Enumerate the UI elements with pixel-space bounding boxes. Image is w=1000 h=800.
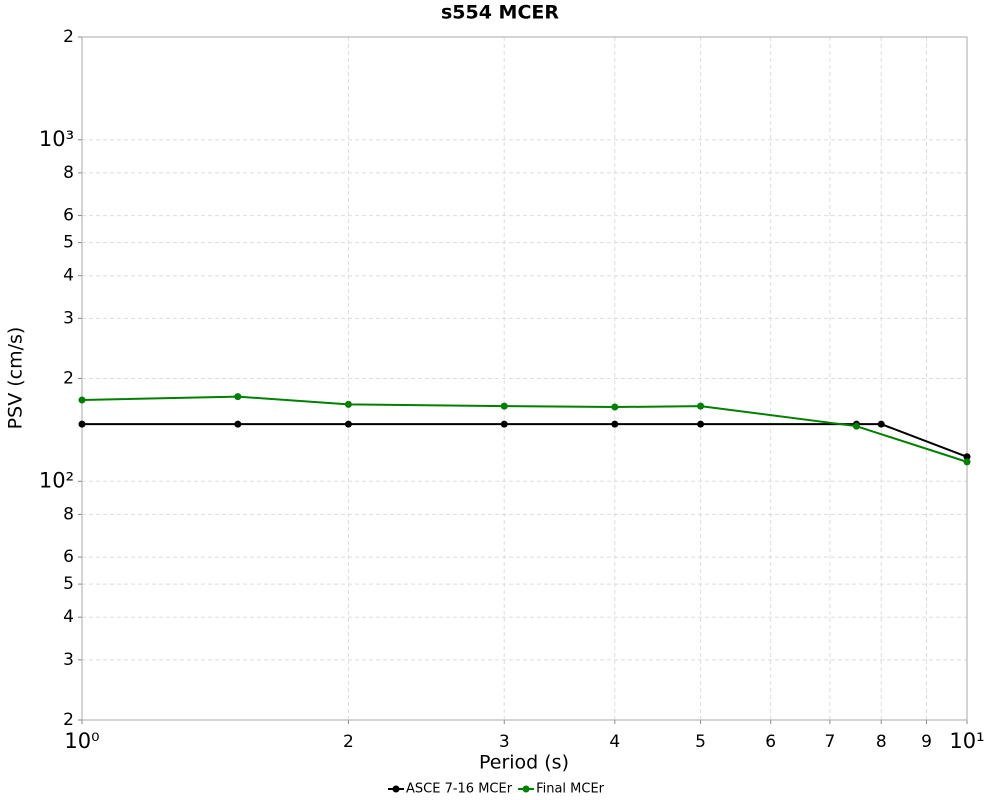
x-tick-label: 2 [343, 732, 354, 752]
y-tick-label: 2 [63, 710, 74, 730]
x-tick-label: 4 [609, 732, 620, 752]
data-point [852, 422, 860, 430]
x-tick-label: 10¹ [949, 729, 984, 753]
data-point [344, 400, 352, 408]
data-point [78, 396, 86, 404]
x-tick-label: 10⁰ [64, 729, 99, 753]
plot-frame [81, 36, 968, 721]
x-tick-label: 6 [765, 732, 776, 752]
y-tick-label: 3 [63, 308, 74, 328]
data-point [611, 403, 619, 411]
x-tick-label: 9 [921, 732, 932, 752]
data-point [500, 420, 508, 428]
data-point [963, 453, 971, 461]
legend-label: ASCE 7-16 MCEr [406, 782, 513, 797]
x-tick-label: 8 [876, 732, 887, 752]
data-point [877, 420, 885, 428]
y-tick-label: 4 [63, 266, 74, 286]
data-point [234, 393, 242, 401]
y-tick-label: 6 [63, 547, 74, 567]
y-tick-label: 6 [63, 206, 74, 226]
y-tick-label: 2 [63, 369, 74, 389]
data-point [963, 458, 971, 466]
y-tick-label: 10³ [39, 127, 74, 151]
y-tick-label: 2 [63, 27, 74, 47]
data-point [78, 420, 86, 428]
y-tick-label: 5 [63, 574, 74, 594]
y-axis-label: PSV (cm/s) [5, 327, 27, 430]
data-point [697, 420, 705, 428]
data-point [500, 402, 508, 410]
chart-title: s554 MCER [441, 2, 559, 24]
legend-marker [522, 785, 530, 793]
y-tick-label: 4 [63, 607, 74, 627]
x-axis-label: Period (s) [479, 752, 569, 774]
y-tick-label: 3 [63, 650, 74, 670]
series-line [81, 395, 968, 463]
data-point [344, 420, 352, 428]
y-tick-label: 5 [63, 233, 74, 253]
legend-marker [392, 785, 400, 793]
legend-label: Final MCEr [536, 782, 605, 797]
x-tick-label: 3 [499, 732, 510, 752]
y-tick-label: 8 [63, 504, 74, 524]
x-tick-label: 5 [695, 732, 706, 752]
y-tick-label: 10² [39, 468, 74, 492]
series-line [82, 423, 968, 458]
y-tick-label: 8 [63, 163, 74, 183]
x-tick-label: 7 [824, 732, 835, 752]
data-point [611, 420, 619, 428]
data-point [697, 402, 705, 410]
data-point [234, 420, 242, 428]
